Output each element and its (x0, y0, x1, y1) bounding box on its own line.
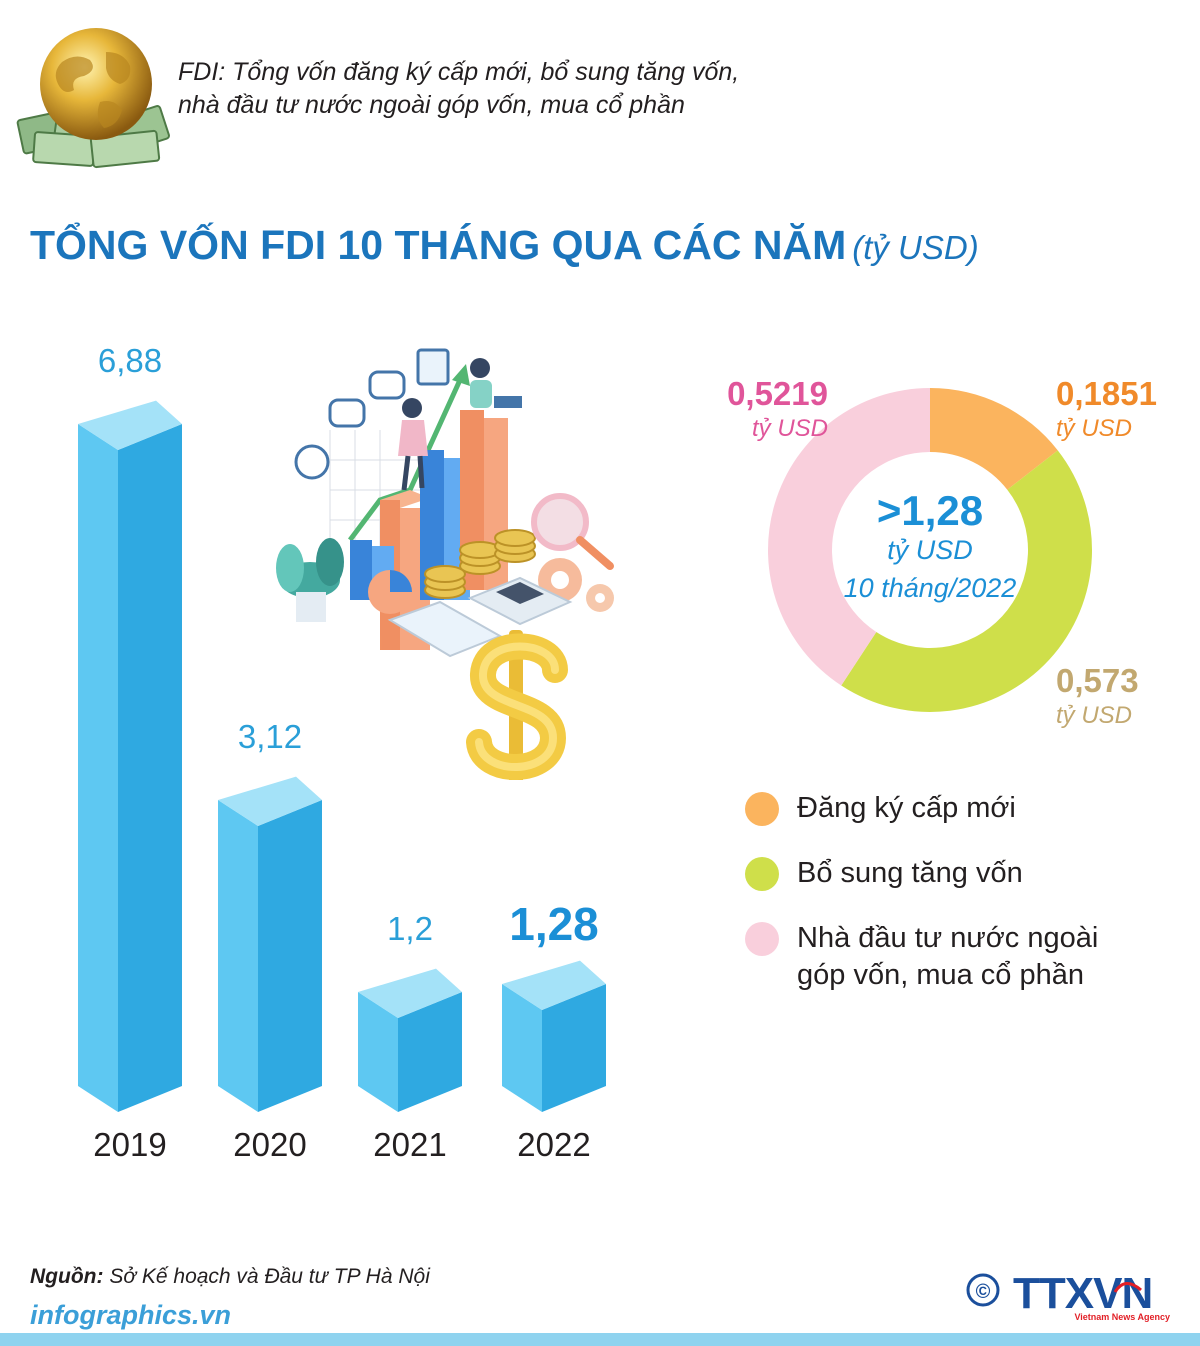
green-dot-icon (745, 857, 779, 891)
site-url[interactable]: infographics.vn (30, 1300, 232, 1330)
legend-label-contrib-line1: Nhà đầu tư nước ngoài (797, 922, 1099, 954)
legend-item-new: Đăng ký cấp mới (745, 790, 1165, 827)
title-unit: (tỷ USD) (852, 229, 979, 266)
donut-label-new-unit: tỷ USD (1056, 415, 1133, 442)
bar-category-label: 2021 (373, 1126, 446, 1163)
pink-dot-icon (745, 922, 779, 956)
ttxvn-logo: © TTXVN Vietnam News Agency (965, 1262, 1175, 1326)
bottom-bar (0, 1333, 1200, 1346)
donut-label-contrib-value: 0,5219 (727, 375, 828, 412)
title-main: TỔNG VỐN FDI 10 THÁNG QUA CÁC NĂM (30, 222, 847, 268)
fdi-definition-line1: FDI: Tổng vốn đăng ký cấp mới, bổ sung t… (178, 58, 740, 86)
bar-face-right (542, 984, 606, 1112)
legend-label-add-line1: Bổ sung tăng vốn (797, 857, 1023, 889)
bar-face-right (118, 424, 182, 1112)
legend: Đăng ký cấp mới Bổ sung tăng vốn Nhà đầu… (745, 790, 1165, 1022)
copyright-symbol: © (976, 1281, 991, 1303)
bar-category-label: 2019 (93, 1126, 166, 1163)
legend-label-add: Bổ sung tăng vốn (797, 855, 1023, 892)
bar-value-label: 3,12 (238, 718, 302, 755)
bar-2020 (218, 776, 322, 1112)
donut-center-unit: tỷ USD (887, 535, 973, 565)
bar-2021 (358, 968, 462, 1112)
source-note: Nguồn: Sở Kế hoạch và Đầu tư TP Hà Nội (30, 1265, 430, 1289)
bar-face-left (358, 992, 398, 1112)
bar-value-label: 1,28 (509, 898, 599, 950)
bar-face-left (218, 800, 258, 1112)
bar-2022 (502, 960, 606, 1112)
bar-face-top (502, 960, 606, 1010)
donut-center-period: 10 tháng/2022 (843, 573, 1017, 603)
bar-2019 (78, 400, 182, 1112)
agency-subtitle: Vietnam News Agency (1074, 1312, 1170, 1322)
donut-slice (841, 450, 1092, 712)
donut-label-add-unit: tỷ USD (1056, 702, 1133, 729)
bar-face-top (358, 968, 462, 1018)
source-text: Sở Kế hoạch và Đầu tư TP Hà Nội (109, 1265, 430, 1288)
bar-face-right (258, 800, 322, 1112)
donut-center-value: >1,28 (876, 487, 984, 534)
page-title: TỔNG VỐN FDI 10 THÁNG QUA CÁC NĂM (tỷ USD… (30, 222, 979, 269)
donut-label-new-value: 0,1851 (1056, 375, 1157, 412)
bar-value-label: 6,88 (98, 342, 162, 379)
legend-label-new: Đăng ký cấp mới (797, 790, 1016, 827)
bar-value-label: 1,2 (387, 910, 433, 947)
donut-chart (768, 388, 1092, 712)
agency-name: TTXVN (1013, 1269, 1152, 1318)
legend-label-contrib: Nhà đầu tư nước ngoài góp vốn, mua cổ ph… (797, 920, 1098, 994)
bar-category-label: 2020 (233, 1126, 306, 1163)
bar-category-label: 2022 (517, 1126, 590, 1163)
donut-label-new: 0,1851 tỷ USD (1052, 375, 1192, 443)
donut-slice (768, 388, 930, 686)
orange-dot-icon (745, 792, 779, 826)
bar-face-top (78, 400, 182, 450)
donut-slice (930, 388, 1058, 490)
bar-face-right (398, 992, 462, 1112)
legend-item-add: Bổ sung tăng vốn (745, 855, 1165, 892)
bar-face-left (502, 984, 542, 1112)
bar-chart: 6,88 2019 3,12 2020 1,2 2021 1,28 2022 (78, 342, 606, 1163)
source-label: Nguồn: (30, 1265, 104, 1288)
legend-item-contrib: Nhà đầu tư nước ngoài góp vốn, mua cổ ph… (745, 920, 1165, 994)
business-growth-illustration (270, 340, 640, 790)
bar-face-left (78, 424, 118, 1112)
donut-label-contrib-unit: tỷ USD (751, 415, 828, 442)
fdi-definition: FDI: Tổng vốn đăng ký cấp mới, bổ sung t… (178, 56, 818, 122)
globe-money-icon (14, 22, 174, 172)
fdi-definition-line2: nhà đầu tư nước ngoài góp vốn, mua cổ ph… (178, 91, 685, 119)
donut-label-add-value: 0,573 (1056, 662, 1139, 699)
legend-label-contrib-line2: góp vốn, mua cổ phần (797, 959, 1084, 991)
donut-label-contrib: 0,5219 tỷ USD (710, 375, 828, 443)
bar-face-top (218, 776, 322, 826)
legend-label-new-line1: Đăng ký cấp mới (797, 792, 1016, 824)
donut-label-add: 0,573 tỷ USD (1052, 662, 1192, 730)
